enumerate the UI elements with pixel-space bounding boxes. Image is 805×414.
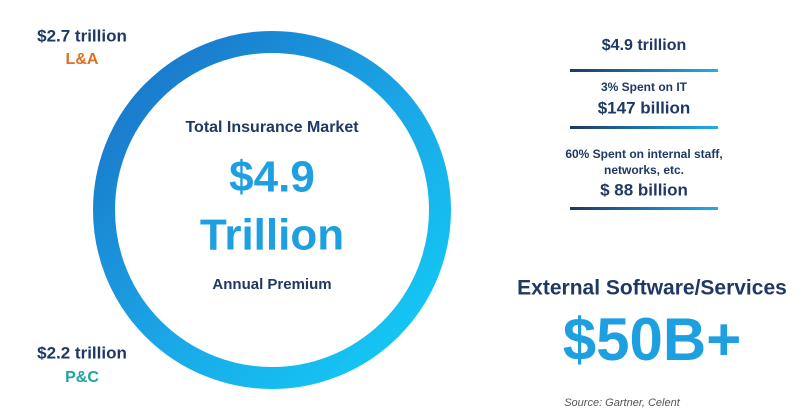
ring-amount: $4.9 xyxy=(229,153,315,202)
ring-unit: Trillion xyxy=(200,211,344,260)
breakdown-label: 3% Spent on IT xyxy=(601,80,688,94)
divider xyxy=(570,207,718,210)
segment-label: L&A xyxy=(66,51,99,68)
ring-title: Total Insurance Market xyxy=(185,119,359,136)
highlight-title: External Software/Services xyxy=(517,277,787,300)
breakdown-amount: $147 billion xyxy=(598,98,691,117)
segment-amount: $2.7 trillion xyxy=(37,26,127,45)
segment-label: P&C xyxy=(65,369,99,386)
breakdown-total: $4.9 trillion xyxy=(602,37,686,54)
divider xyxy=(570,69,718,72)
divider xyxy=(570,126,718,129)
breakdown-label: 60% Spent on internal staff, xyxy=(565,147,722,161)
source: Source: Gartner, Celent xyxy=(564,397,681,409)
breakdown-amount: $ 88 billion xyxy=(600,180,688,199)
highlight-amount: $50B+ xyxy=(563,306,741,373)
market-ring xyxy=(93,31,451,389)
ring-caption: Annual Premium xyxy=(212,276,331,293)
segment-amount: $2.2 trillion xyxy=(37,343,127,362)
breakdown-label: networks, etc. xyxy=(604,163,684,177)
